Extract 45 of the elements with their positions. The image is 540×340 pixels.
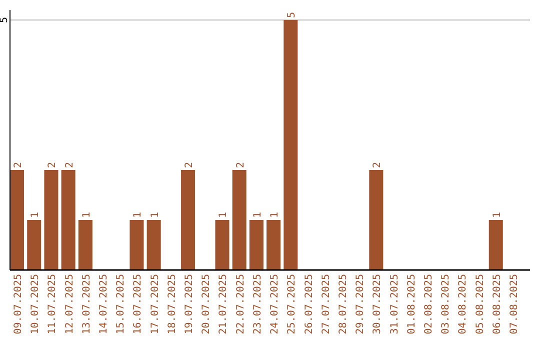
x-tick-label: 21.07.2025 bbox=[218, 274, 230, 334]
x-tick-label: 04.08.2025 bbox=[458, 274, 469, 334]
x-tick-label: 09.07.2025 bbox=[13, 274, 24, 334]
x-tick-label: 27.07.2025 bbox=[320, 274, 332, 334]
data-label: 2 bbox=[184, 162, 196, 168]
data-label: 2 bbox=[64, 162, 76, 168]
x-tick-label: 06.08.2025 bbox=[492, 274, 503, 334]
data-label: 2 bbox=[13, 162, 24, 168]
data-label: 1 bbox=[30, 212, 42, 218]
x-tick-label: 03.08.2025 bbox=[440, 274, 452, 334]
data-label: 2 bbox=[372, 162, 384, 168]
x-tick-label: 13.07.2025 bbox=[81, 274, 92, 334]
data-label: 1 bbox=[252, 212, 264, 218]
x-tick-label: 01.08.2025 bbox=[406, 274, 418, 334]
x-tick-label: 14.07.2025 bbox=[98, 274, 110, 334]
x-tick-label: 07.08.2025 bbox=[508, 274, 520, 334]
x-tick-label: 11.07.2025 bbox=[47, 274, 58, 334]
x-tick-label: 12.07.2025 bbox=[64, 274, 76, 334]
data-label: 1 bbox=[81, 212, 92, 218]
data-label: 1 bbox=[218, 212, 230, 218]
x-tick-label: 30.07.2025 bbox=[372, 274, 384, 334]
x-tick-label: 26.07.2025 bbox=[304, 274, 315, 334]
data-label: 5 bbox=[286, 12, 298, 18]
data-label: 1 bbox=[270, 212, 281, 218]
data-label: 1 bbox=[492, 212, 503, 218]
x-tick-label: 23.07.2025 bbox=[252, 274, 264, 334]
x-tick-label: 17.07.2025 bbox=[150, 274, 161, 334]
x-tick-label: 25.07.2025 bbox=[286, 274, 298, 334]
x-tick-label: 20.07.2025 bbox=[201, 274, 212, 334]
x-tick-label: 29.07.2025 bbox=[355, 274, 366, 334]
x-tick-label: 15.07.2025 bbox=[116, 274, 127, 334]
x-tick-label: 02.08.2025 bbox=[423, 274, 434, 334]
x-tick-label: 22.07.2025 bbox=[235, 274, 246, 334]
x-tick-label: 16.07.2025 bbox=[132, 274, 144, 334]
x-tick-label: 18.07.2025 bbox=[166, 274, 178, 334]
data-label: 2 bbox=[235, 162, 246, 168]
x-tick-label: 31.07.2025 bbox=[389, 274, 400, 334]
data-label: 2 bbox=[47, 162, 58, 168]
x-tick-label: 10.07.2025 bbox=[30, 274, 42, 334]
data-label: 1 bbox=[150, 212, 161, 218]
x-tick-label: 05.08.2025 bbox=[474, 274, 486, 334]
x-tick-label: 19.07.2025 bbox=[184, 274, 196, 334]
x-tick-label: 24.07.2025 bbox=[270, 274, 281, 334]
data-label: 1 bbox=[132, 212, 144, 218]
x-tick-label: 28.07.2025 bbox=[338, 274, 349, 334]
